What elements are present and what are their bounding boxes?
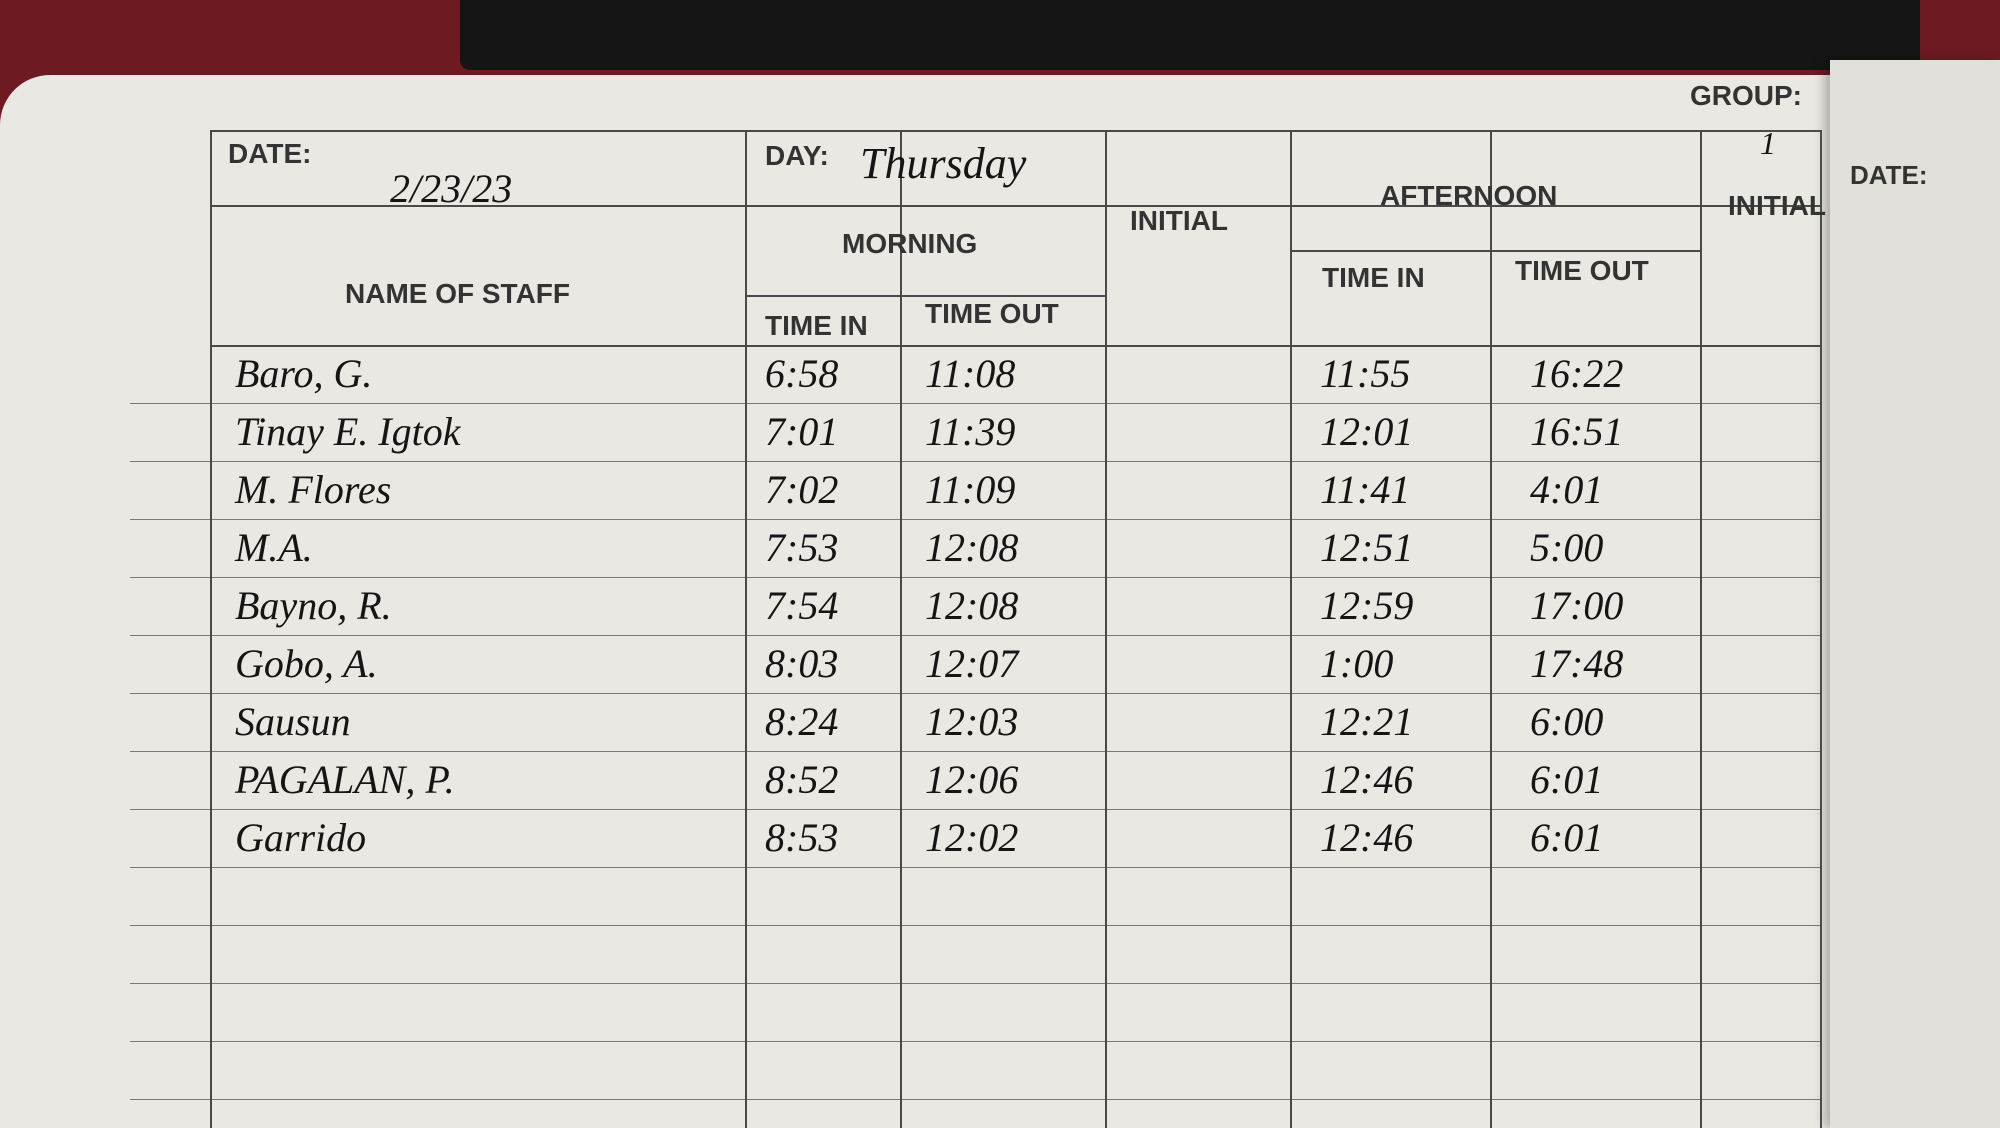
date-value: 2/23/23 bbox=[390, 166, 513, 211]
column-line bbox=[1700, 130, 1702, 1128]
right-page: DATE: bbox=[1830, 60, 2000, 1128]
morning-out-header: TIME OUT bbox=[925, 298, 1059, 329]
row-line bbox=[130, 983, 1820, 984]
subheader-line bbox=[1290, 250, 1700, 252]
morning-time-out: 12:06 bbox=[925, 757, 1019, 802]
column-line bbox=[1105, 130, 1107, 1128]
afternoon-time-out: 16:51 bbox=[1530, 409, 1624, 454]
column-line bbox=[210, 130, 212, 1128]
date-divider bbox=[210, 205, 745, 207]
afternoon-time-out: 6:00 bbox=[1530, 699, 1604, 744]
morning-time-out: 12:02 bbox=[925, 815, 1019, 860]
row-line bbox=[130, 693, 1820, 694]
afternoon-time-in: 12:59 bbox=[1320, 583, 1414, 628]
subheader-line bbox=[745, 295, 1105, 297]
name-header: NAME OF STAFF bbox=[345, 278, 571, 309]
afternoon-time-out: 6:01 bbox=[1530, 757, 1604, 802]
morning-time-out: 12:08 bbox=[925, 525, 1019, 570]
date-label: DATE: bbox=[228, 138, 312, 169]
morning-initial-header: INITIAL bbox=[1130, 205, 1228, 236]
afternoon-initial-header: INITIAL bbox=[1728, 190, 1826, 221]
afternoon-time-in: 12:01 bbox=[1320, 409, 1414, 454]
morning-time-in: 6:58 bbox=[765, 351, 839, 396]
morning-time-in: 7:53 bbox=[765, 525, 839, 570]
row-line bbox=[130, 577, 1820, 578]
staff-name: Tinay E. Igtok bbox=[235, 409, 461, 454]
afternoon-time-in: 11:55 bbox=[1320, 351, 1411, 396]
row-line bbox=[130, 925, 1820, 926]
afternoon-time-in: 1:00 bbox=[1320, 641, 1394, 686]
row-line bbox=[130, 403, 1820, 404]
afternoon-time-out: 6:01 bbox=[1530, 815, 1604, 860]
row-line bbox=[130, 1099, 1820, 1100]
column-line bbox=[1490, 130, 1492, 1128]
header-line bbox=[210, 345, 1820, 347]
day-value: Thursday bbox=[860, 139, 1027, 188]
group-label: GROUP: bbox=[1690, 80, 1802, 111]
row-line bbox=[130, 867, 1820, 868]
staff-name: Gobo, A. bbox=[235, 641, 378, 686]
column-line bbox=[1290, 130, 1292, 1128]
row-line bbox=[130, 1041, 1820, 1042]
morning-time-out: 11:08 bbox=[925, 351, 1016, 396]
column-line bbox=[1820, 130, 1822, 1128]
row-line bbox=[130, 751, 1820, 752]
keyboard-edge bbox=[460, 0, 1920, 70]
afternoon-out-header: TIME OUT bbox=[1515, 255, 1649, 286]
staff-name: Sausun bbox=[235, 699, 351, 744]
morning-time-out: 11:39 bbox=[925, 409, 1016, 454]
column-line bbox=[900, 130, 902, 1128]
day-label: DAY: bbox=[765, 140, 829, 171]
morning-time-out: 12:07 bbox=[925, 641, 1019, 686]
morning-in-header: TIME IN bbox=[765, 310, 868, 341]
row-line bbox=[130, 461, 1820, 462]
afternoon-time-in: 12:46 bbox=[1320, 815, 1414, 860]
afternoon-header: AFTERNOON bbox=[1380, 180, 1558, 211]
afternoon-time-in: 12:21 bbox=[1320, 699, 1414, 744]
afternoon-time-out: 5:00 bbox=[1530, 525, 1604, 570]
row-line bbox=[130, 809, 1820, 810]
right-date-label: DATE: bbox=[1850, 160, 1928, 190]
day-divider bbox=[745, 205, 1820, 207]
row-line bbox=[130, 635, 1820, 636]
morning-time-out: 12:08 bbox=[925, 583, 1019, 628]
morning-header: MORNING bbox=[842, 228, 978, 259]
staff-name: Bayno, R. bbox=[235, 583, 392, 628]
morning-time-out: 11:09 bbox=[925, 467, 1016, 512]
staff-name: M. Flores bbox=[235, 467, 392, 512]
morning-time-in: 8:24 bbox=[765, 699, 839, 744]
afternoon-time-in: 12:46 bbox=[1320, 757, 1414, 802]
staff-name: PAGALAN, P. bbox=[235, 757, 455, 802]
morning-time-in: 7:02 bbox=[765, 467, 839, 512]
row-line bbox=[130, 519, 1820, 520]
staff-name: M.A. bbox=[235, 525, 313, 570]
morning-time-out: 12:03 bbox=[925, 699, 1019, 744]
staff-name: Baro, G. bbox=[235, 351, 373, 396]
afternoon-time-in: 11:41 bbox=[1320, 467, 1411, 512]
morning-time-in: 8:53 bbox=[765, 815, 839, 860]
afternoon-time-out: 16:22 bbox=[1530, 351, 1624, 396]
morning-time-in: 8:52 bbox=[765, 757, 839, 802]
afternoon-time-out: 17:48 bbox=[1530, 641, 1624, 686]
column-line bbox=[745, 130, 747, 1128]
table-top-line bbox=[210, 130, 1820, 132]
afternoon-in-header: TIME IN bbox=[1322, 262, 1425, 293]
afternoon-time-out: 17:00 bbox=[1530, 583, 1624, 628]
morning-time-in: 7:54 bbox=[765, 583, 839, 628]
afternoon-time-in: 12:51 bbox=[1320, 525, 1414, 570]
afternoon-time-out: 4:01 bbox=[1530, 467, 1604, 512]
staff-name: Garrido bbox=[235, 815, 367, 860]
morning-time-in: 8:03 bbox=[765, 641, 839, 686]
group-value: 1 bbox=[1760, 125, 1776, 161]
morning-time-in: 7:01 bbox=[765, 409, 839, 454]
